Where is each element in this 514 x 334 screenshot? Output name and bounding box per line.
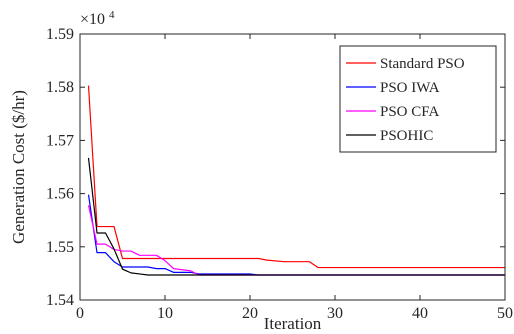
legend-item: PSO IWA xyxy=(346,80,440,96)
ticks-layer: 0 10 20 30 40 50 1.54 1.55 1.56 1.57 1.58 1.59 xyxy=(46,26,513,322)
series-line-psohic xyxy=(87,157,505,276)
series-layer xyxy=(87,85,505,276)
legend-label: PSO CFA xyxy=(380,104,440,120)
y-tick-label: 1.57 xyxy=(46,132,74,149)
y-tick-label: 1.54 xyxy=(46,292,74,309)
legend-box xyxy=(339,45,497,153)
legend-label: PSO IWA xyxy=(380,80,440,96)
y-tick-label: 1.58 xyxy=(46,79,74,96)
x-axis-title: Iteration xyxy=(264,314,322,333)
y-exponent-base: ×10 xyxy=(80,11,105,28)
y-tick-label: 1.59 xyxy=(46,26,74,43)
y-tick-label: 1.55 xyxy=(46,239,74,256)
y-tick-label: 1.56 xyxy=(46,186,74,203)
legend-item: PSOHIC xyxy=(346,128,433,144)
x-tick-label: 0 xyxy=(76,305,84,322)
x-tick-label: 10 xyxy=(157,305,173,322)
series-line-pso-cfa xyxy=(87,205,505,276)
x-tick-label: 40 xyxy=(412,305,428,322)
y-exponent-power: 4 xyxy=(109,9,115,21)
legend-item: PSO CFA xyxy=(346,104,440,120)
y-exponent-label: ×10 4 xyxy=(80,9,115,28)
legend: Standard PSO PSO IWA PSO CFA PSOHIC xyxy=(339,45,497,153)
legend-items: Standard PSO PSO IWA PSO CFA PSOHIC xyxy=(346,56,465,144)
x-tick-label: 20 xyxy=(242,305,258,322)
x-tick-label: 30 xyxy=(327,305,343,322)
x-tick-label: 50 xyxy=(497,305,513,322)
legend-label: PSOHIC xyxy=(380,128,433,144)
series-line-standard-pso xyxy=(87,85,505,269)
plot-frame xyxy=(79,33,506,301)
series-line-pso-iwa xyxy=(87,194,505,276)
legend-item: Standard PSO xyxy=(346,56,465,72)
legend-label: Standard PSO xyxy=(380,56,465,72)
y-axis-title: Generation Cost ($/hr) xyxy=(9,90,28,244)
